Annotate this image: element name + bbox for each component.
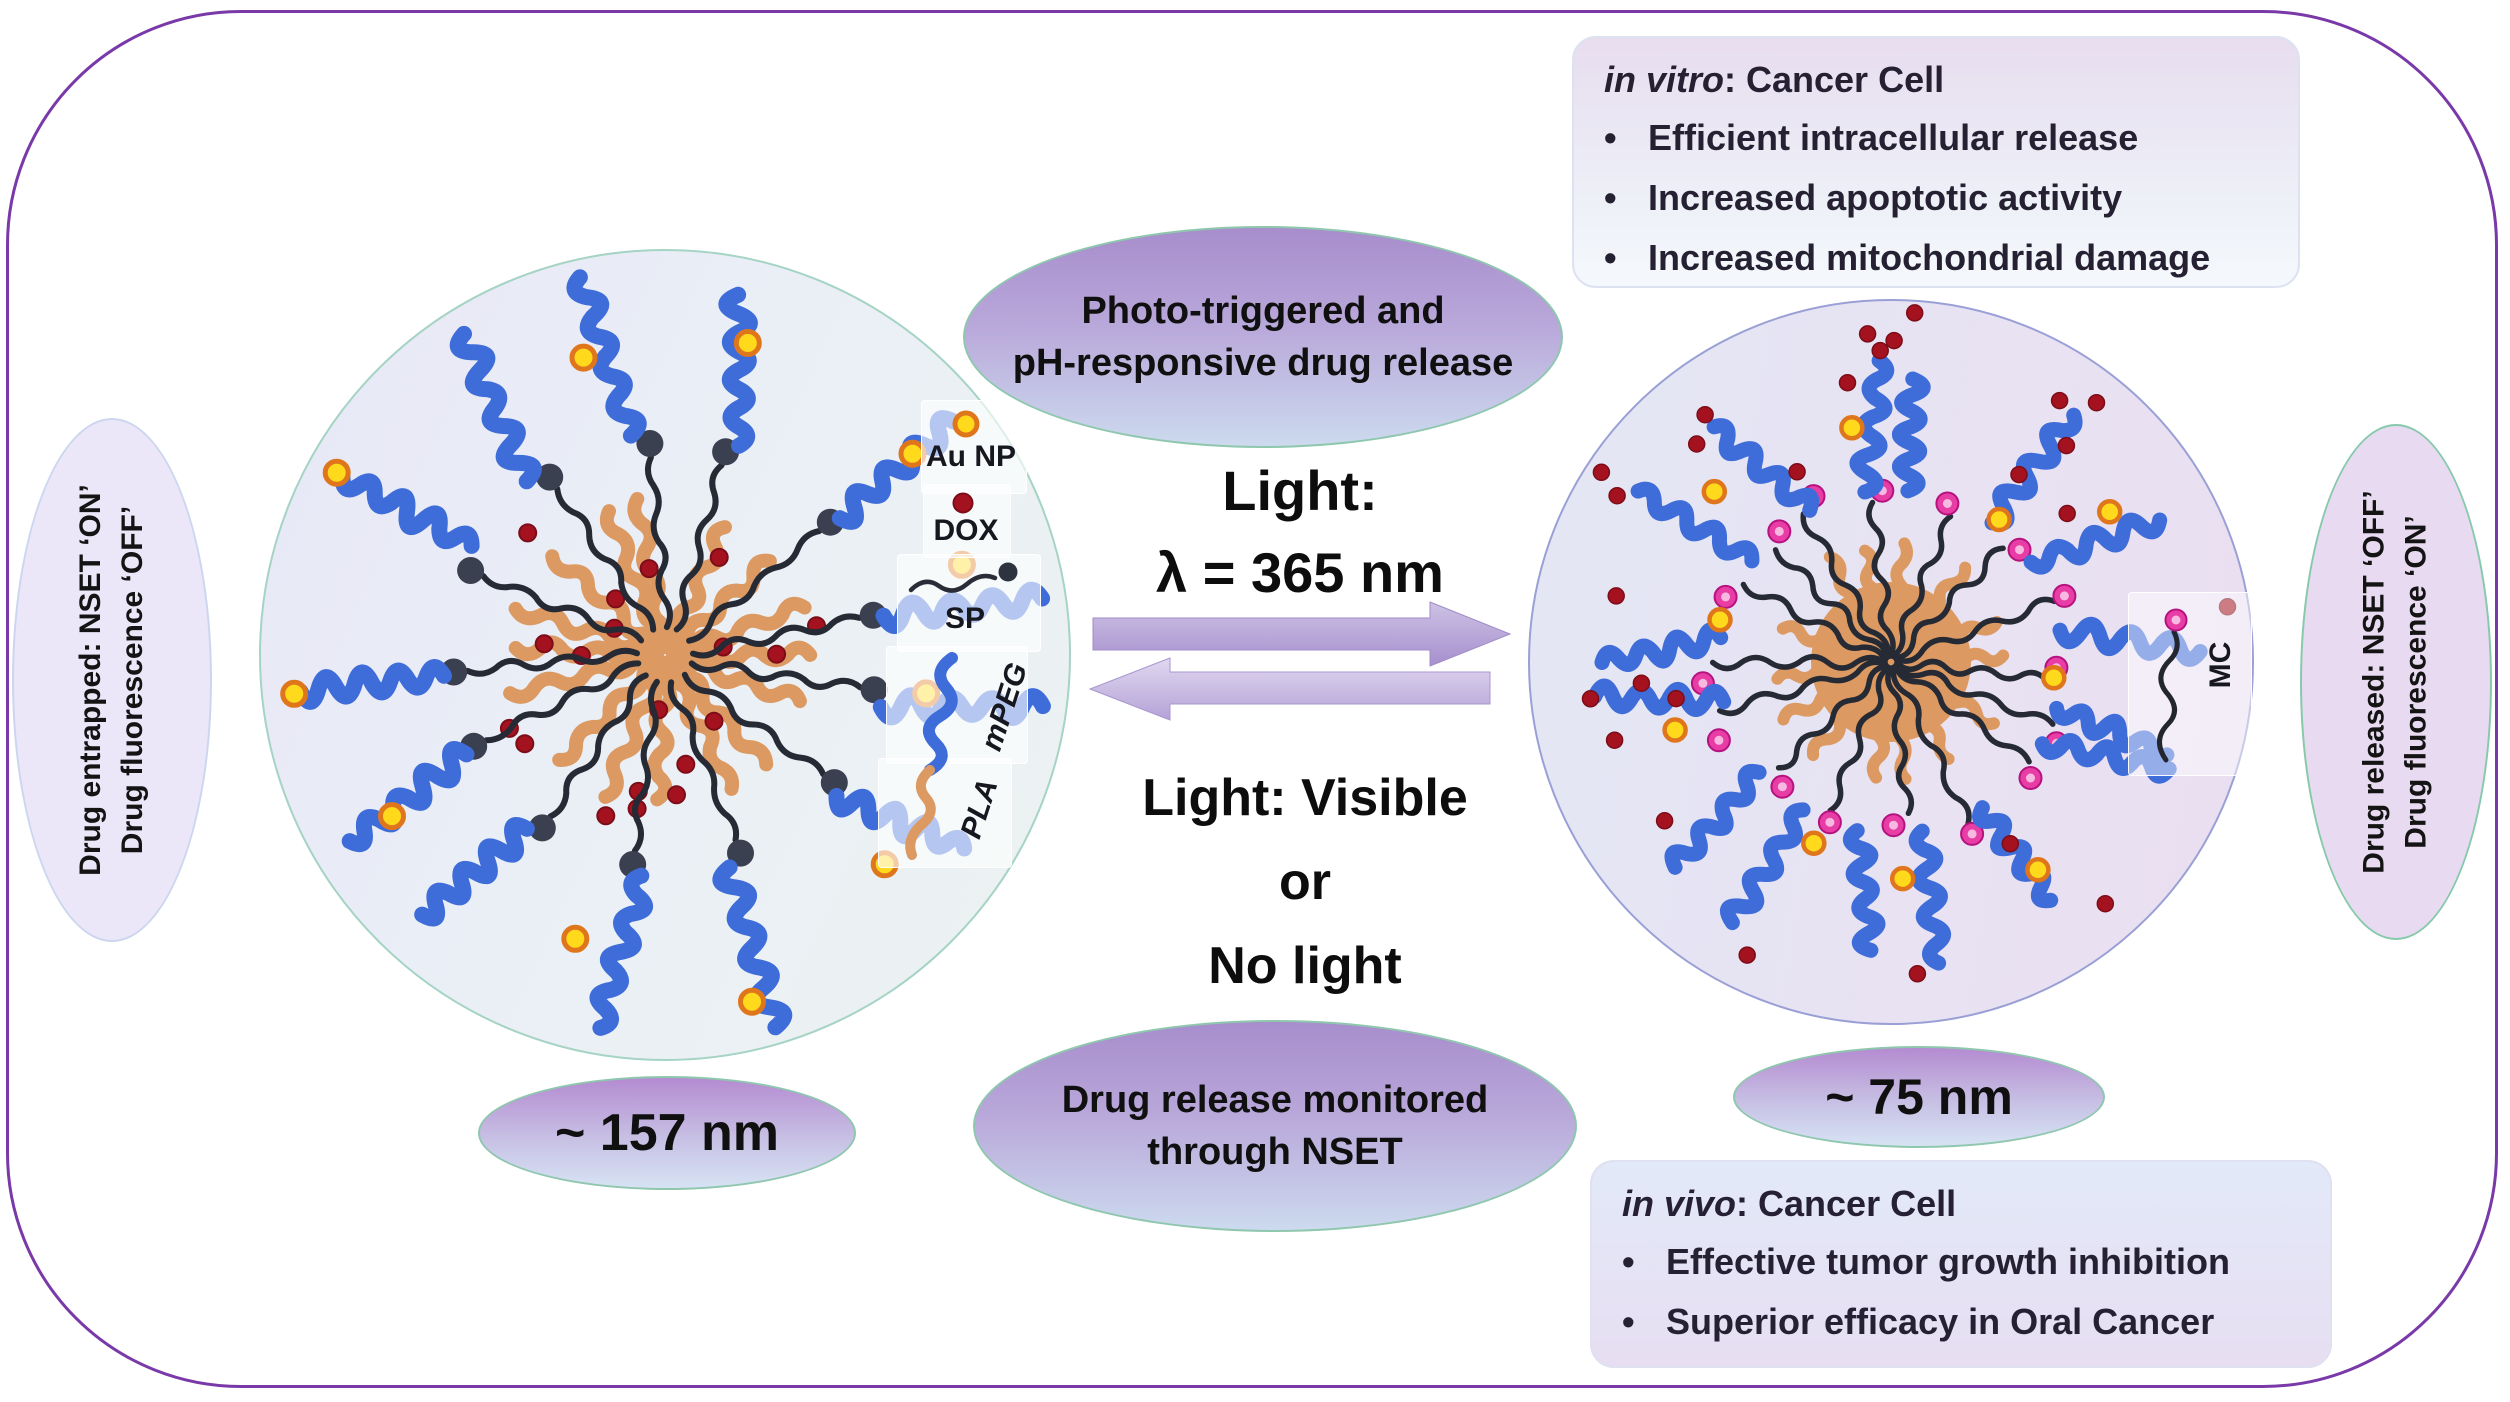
invitro-bullet-1: • Efficient intracellular release [1604, 117, 2139, 158]
right-size-ellipse: ~ 75 nm [1733, 1046, 2105, 1148]
mpeg-pla-chain-icon [905, 652, 958, 860]
right-state-ellipse: Drug released: NSET ‘OFF’ Drug fluoresce… [2300, 424, 2492, 940]
photo-trigger-line1: Photo-triggered and [1081, 290, 1445, 332]
left-state-ellipse: Drug entrapped: NSET ‘ON’ Drug fluoresce… [12, 418, 212, 942]
invivo-bullet-1: • Effective tumor growth inhibition [1622, 1241, 2230, 1282]
uv-light-label: Light: λ = 365 nm [1156, 459, 1444, 604]
invitro-panel: in vitro: Cancer Cell • Efficient intrace… [1572, 36, 2300, 288]
forward-arrow-icon [1092, 601, 1512, 667]
visible-light-label: Light: Visible or No light [1142, 769, 1468, 995]
legend-label-mc: MC [2204, 641, 2237, 689]
invivo-bullet-2: • Superior efficacy in Oral Cancer [1622, 1301, 2215, 1342]
right-micelle-illustration [1581, 304, 2237, 983]
invitro-bullet-2: • Increased apoptotic activity [1604, 177, 2123, 218]
legend-box-mc [2128, 592, 2252, 776]
invitro-title: in vitro: Cancer Cell [1604, 59, 1945, 100]
right-state-text: Drug released: NSET ‘OFF’ Drug fluoresce… [2358, 490, 2434, 874]
legend-box-pla [878, 758, 1012, 868]
left-micelle-illustration [280, 269, 1051, 1036]
photo-trigger-ellipse: Photo-triggered and pH-responsive drug r… [963, 226, 1563, 448]
mc-icon [2157, 608, 2188, 763]
left-size-label: ~ 157 nm [554, 1104, 780, 1162]
conversion-arrows [1088, 601, 1512, 721]
invivo-panel: in vivo: Cancer Cell • Effective tumor gr… [1590, 1160, 2332, 1368]
legend-label-aunp: Au NP [926, 440, 1016, 473]
aunp-icon [952, 410, 980, 438]
invivo-title: in vivo: Cancer Cell [1622, 1183, 1957, 1224]
outer-border [6, 10, 2498, 1388]
nset-monitor-ellipse: Drug release monitored through NSET [973, 1020, 1577, 1232]
legend-label-dox: DOX [933, 514, 999, 547]
right-size-label: ~ 75 nm [1825, 1069, 2013, 1125]
left-state-text: Drug entrapped: NSET ‘ON’ Drug fluoresce… [74, 484, 149, 876]
nset-monitor-line1: Drug release monitored [1061, 1079, 1489, 1121]
reverse-arrow-icon [1088, 657, 1491, 721]
sp-icon [908, 562, 1018, 593]
invitro-bullet-3: • Increased mitochondrial damage [1604, 237, 2211, 278]
left-size-ellipse: ~ 157 nm [478, 1076, 856, 1190]
photo-trigger-line2: pH-responsive drug release [1012, 342, 1514, 384]
dox-icon [952, 492, 974, 514]
nset-monitor-line2: through NSET [1147, 1131, 1403, 1173]
legend-label-sp: SP [944, 602, 986, 635]
